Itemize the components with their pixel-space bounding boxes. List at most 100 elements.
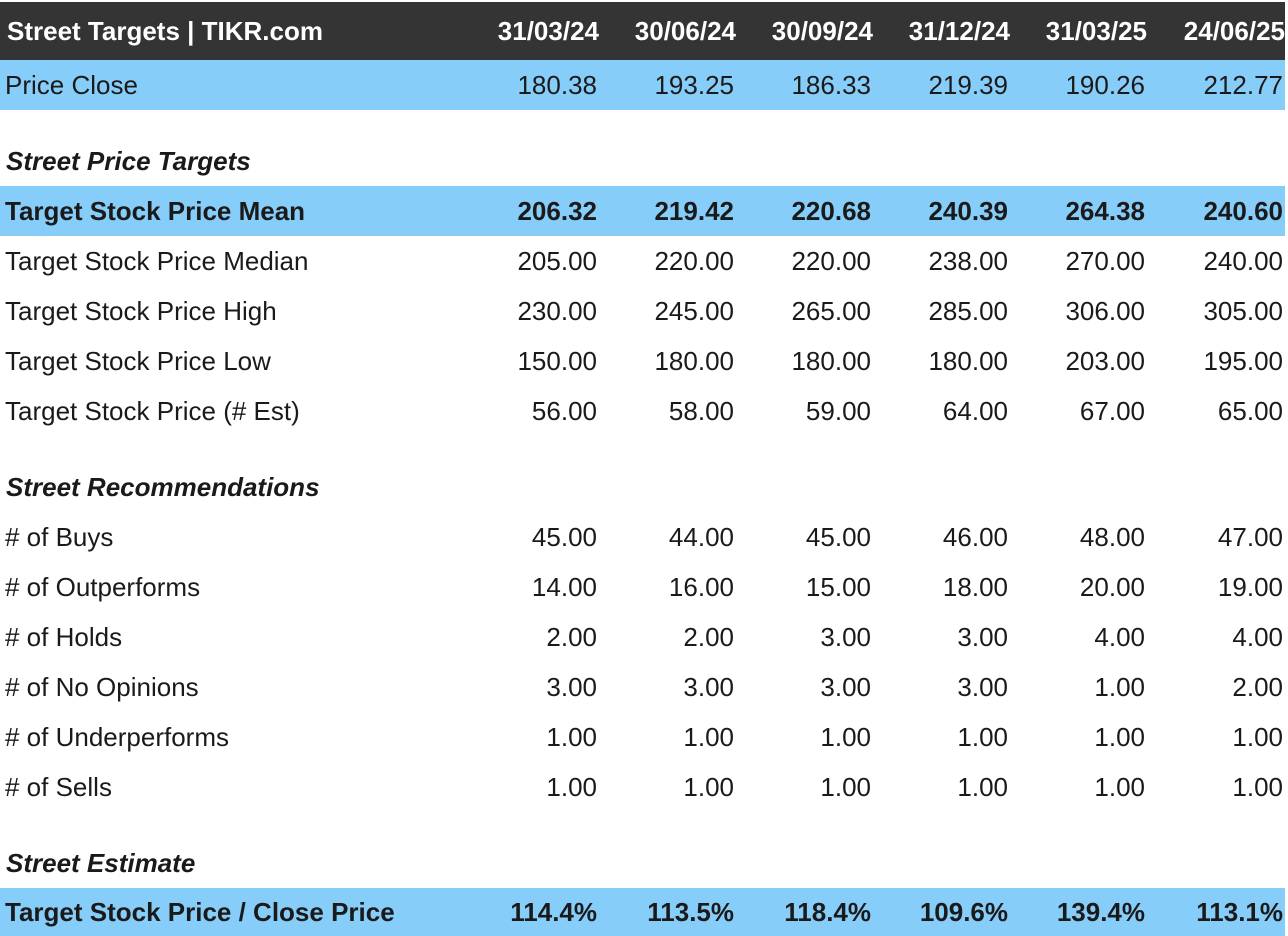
row-value: 1.00 — [1094, 721, 1145, 752]
row-value: 195.00 — [1203, 345, 1283, 376]
row-value: 180.38 — [517, 69, 597, 100]
row-value: 220.00 — [654, 245, 734, 276]
row-value: 180.00 — [791, 345, 871, 376]
row-value: 45.00 — [531, 521, 597, 552]
target-median-row: Target Stock Price Median 205.00 220.00 … — [0, 236, 1285, 286]
underperforms-row: # of Underperforms 1.00 1.00 1.00 1.00 1… — [0, 712, 1285, 762]
row-value: 1.00 — [1094, 771, 1145, 802]
row-value: 3.00 — [957, 671, 1008, 702]
row-value: 1.00 — [683, 771, 734, 802]
section-title: Street Estimate — [6, 847, 196, 878]
row-value: 1.00 — [820, 771, 871, 802]
row-value: 113.5% — [647, 896, 734, 927]
row-value: 139.4% — [1056, 896, 1145, 927]
row-value: 16.00 — [668, 571, 734, 602]
row-value: 219.39 — [928, 69, 1008, 100]
target-est-count-row: Target Stock Price (# Est) 56.00 58.00 5… — [0, 386, 1285, 436]
row-value: 3.00 — [683, 671, 734, 702]
row-value: 230.00 — [517, 295, 597, 326]
row-value: 56.00 — [531, 395, 597, 426]
row-value: 1.00 — [683, 721, 734, 752]
row-value: 3.00 — [820, 671, 871, 702]
row-value: 220.00 — [791, 245, 871, 276]
buys-row: # of Buys 45.00 44.00 45.00 46.00 48.00 … — [0, 512, 1285, 562]
row-value: 186.33 — [791, 69, 871, 100]
section-title-estimate: Street Estimate — [0, 838, 1285, 888]
table-title: Street Targets | TIKR.com — [7, 15, 323, 46]
section-title-price-targets: Street Price Targets — [0, 136, 1285, 186]
row-value: 113.1% — [1196, 896, 1283, 927]
row-value: 219.42 — [654, 195, 734, 226]
row-value: 114.4% — [510, 896, 597, 927]
row-value: 180.00 — [654, 345, 734, 376]
row-value: 14.00 — [531, 571, 597, 602]
row-value: 3.00 — [820, 621, 871, 652]
row-value: 306.00 — [1065, 295, 1145, 326]
row-value: 19.00 — [1217, 571, 1283, 602]
row-label: # of Sells — [5, 771, 112, 802]
row-value: 4.00 — [1232, 621, 1283, 652]
row-label: Target Stock Price Median — [5, 245, 309, 276]
row-value: 65.00 — [1217, 395, 1283, 426]
holds-row: # of Holds 2.00 2.00 3.00 3.00 4.00 4.00 — [0, 612, 1285, 662]
target-to-close-row: Target Stock Price / Close Price 114.4% … — [0, 888, 1285, 936]
row-value: 64.00 — [942, 395, 1008, 426]
price-close-row: Price Close 180.38 193.25 186.33 219.39 … — [0, 60, 1285, 110]
row-value: 15.00 — [805, 571, 871, 602]
row-label: Target Stock Price Low — [5, 345, 271, 376]
row-value: 45.00 — [805, 521, 871, 552]
date-header: 31/12/24 — [908, 15, 1010, 46]
row-value: 240.39 — [928, 195, 1008, 226]
row-label: Target Stock Price High — [5, 295, 277, 326]
row-value: 240.60 — [1203, 195, 1283, 226]
row-value: 1.00 — [546, 721, 597, 752]
row-value: 205.00 — [517, 245, 597, 276]
row-value: 212.77 — [1203, 69, 1283, 100]
row-label: # of Buys — [5, 521, 114, 552]
row-label: # of Outperforms — [5, 571, 201, 602]
date-header: 31/03/24 — [497, 15, 599, 46]
row-label: Target Stock Price / Close Price — [5, 896, 395, 927]
date-header: 30/06/24 — [634, 15, 736, 46]
row-value: 48.00 — [1079, 521, 1145, 552]
row-value: 47.00 — [1217, 521, 1283, 552]
date-header: 31/03/25 — [1045, 15, 1147, 46]
row-value: 4.00 — [1094, 621, 1145, 652]
row-value: 264.38 — [1065, 195, 1145, 226]
target-mean-row: Target Stock Price Mean 206.32 219.42 22… — [0, 186, 1285, 236]
row-value: 1.00 — [546, 771, 597, 802]
row-value: 180.00 — [928, 345, 1008, 376]
row-value: 1.00 — [1232, 771, 1283, 802]
row-value: 1.00 — [1232, 721, 1283, 752]
row-value: 1.00 — [957, 771, 1008, 802]
row-value: 3.00 — [546, 671, 597, 702]
row-value: 203.00 — [1065, 345, 1145, 376]
row-value: 285.00 — [928, 295, 1008, 326]
row-value: 238.00 — [928, 245, 1008, 276]
section-title: Street Price Targets — [6, 145, 251, 176]
row-value: 20.00 — [1079, 571, 1145, 602]
section-title-recommendations: Street Recommendations — [0, 462, 1285, 512]
row-value: 265.00 — [791, 295, 871, 326]
row-label: Target Stock Price (# Est) — [5, 395, 300, 426]
outperforms-row: # of Outperforms 14.00 16.00 15.00 18.00… — [0, 562, 1285, 612]
row-value: 1.00 — [957, 721, 1008, 752]
row-value: 206.32 — [517, 195, 597, 226]
row-value: 1.00 — [1094, 671, 1145, 702]
row-value: 2.00 — [1232, 671, 1283, 702]
row-value: 245.00 — [654, 295, 734, 326]
row-value: 59.00 — [805, 395, 871, 426]
row-value: 3.00 — [957, 621, 1008, 652]
row-value: 46.00 — [942, 521, 1008, 552]
row-value: 2.00 — [683, 621, 734, 652]
row-value: 270.00 — [1065, 245, 1145, 276]
row-value: 109.6% — [919, 896, 1008, 927]
row-value: 240.00 — [1203, 245, 1283, 276]
row-label: Target Stock Price Mean — [5, 195, 306, 226]
row-label: Price Close — [5, 69, 138, 100]
table-header: Street Targets | TIKR.com 31/03/24 30/06… — [0, 2, 1285, 60]
row-label: # of Underperforms — [5, 721, 229, 752]
target-high-row: Target Stock Price High 230.00 245.00 26… — [0, 286, 1285, 336]
row-label: # of Holds — [5, 621, 123, 652]
